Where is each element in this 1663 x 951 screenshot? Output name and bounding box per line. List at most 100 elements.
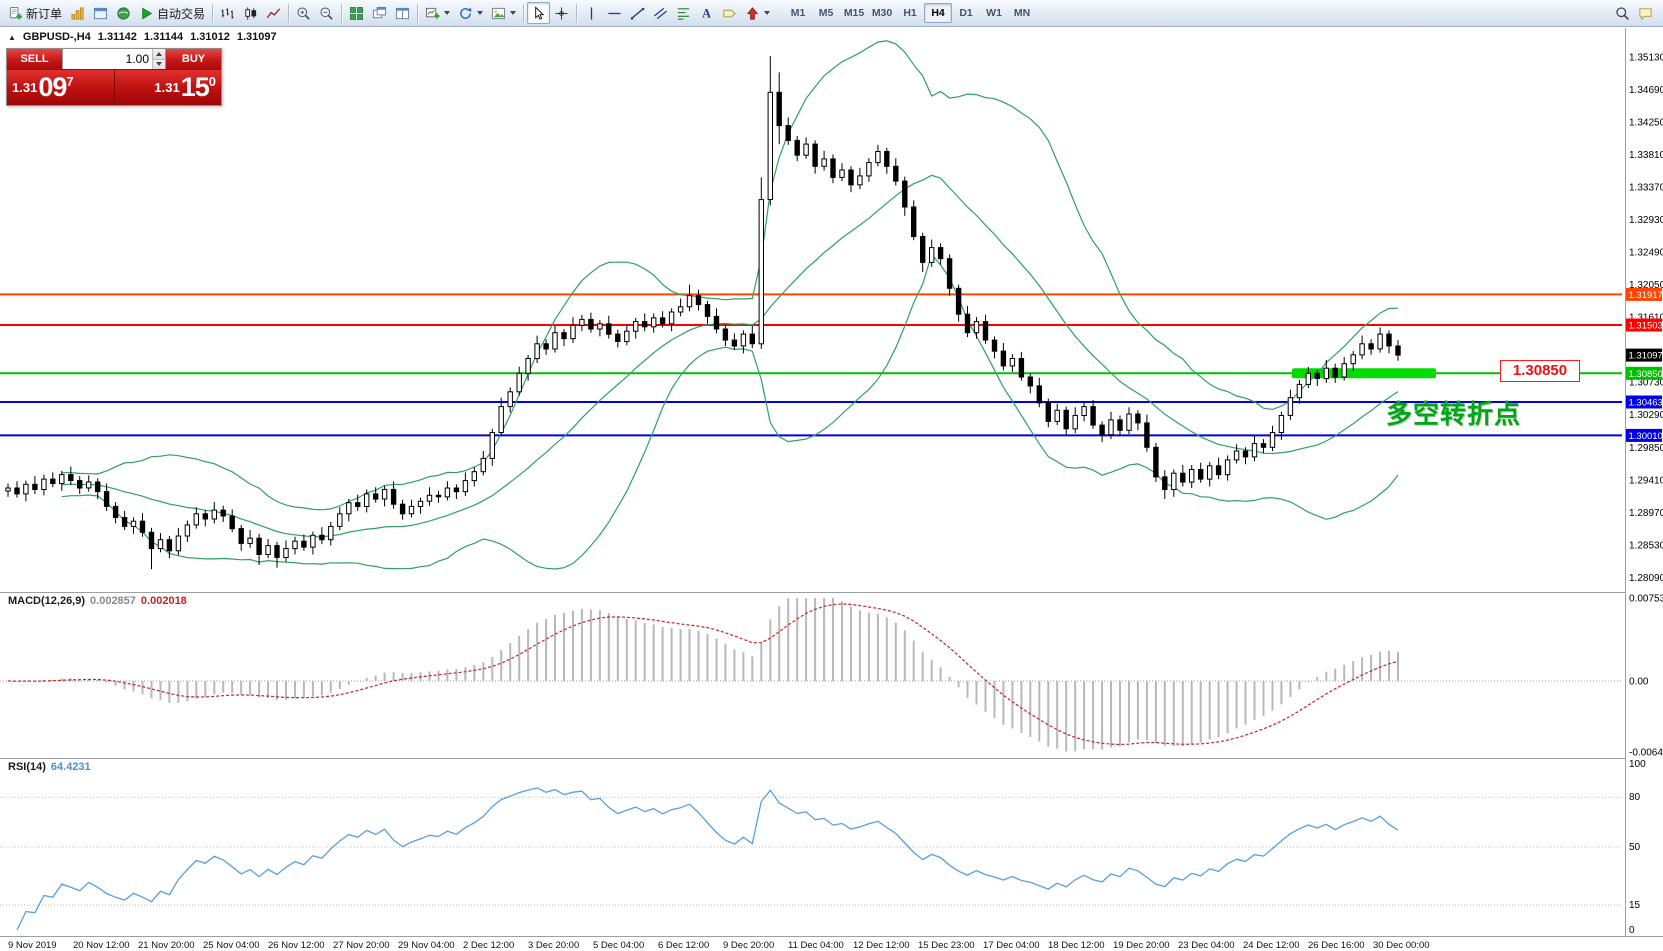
cursor-button[interactable] bbox=[527, 2, 551, 24]
buy-button[interactable]: BUY bbox=[166, 49, 221, 69]
volume-decrease-button[interactable] bbox=[153, 59, 165, 69]
arrow-icon bbox=[745, 6, 760, 21]
rsi-label: RSI(14) 64.4231 bbox=[8, 761, 91, 773]
text-tool-button[interactable]: A bbox=[695, 2, 718, 24]
new-chart-icon bbox=[425, 6, 440, 21]
volume-box bbox=[62, 49, 166, 69]
templates-button[interactable] bbox=[487, 2, 520, 24]
arrange-icon bbox=[395, 6, 410, 21]
new-chart-button[interactable] bbox=[421, 2, 454, 24]
fibonacci-tool-button[interactable] bbox=[672, 2, 695, 24]
bar-low-value: 1.31012 bbox=[190, 31, 230, 43]
new-order-button[interactable]: 新订单 bbox=[4, 2, 66, 24]
channel-tool-button[interactable] bbox=[649, 2, 672, 24]
ask-price-button[interactable]: 1.31 15 0 bbox=[114, 70, 221, 105]
timeframe-h4-button[interactable]: H4 bbox=[924, 3, 953, 23]
vertical-line-tool-button[interactable] bbox=[580, 2, 603, 24]
time-axis[interactable]: 9 Nov 2019 20 Nov 12:00 21 Nov 20:00 25 Nov… bbox=[8, 940, 1430, 951]
text-label-tool-button[interactable] bbox=[718, 2, 741, 24]
new-order-label: 新订单 bbox=[26, 6, 63, 21]
svg-text:23 Dec 04:00: 23 Dec 04:00 bbox=[1178, 940, 1235, 951]
data-window-button[interactable] bbox=[89, 2, 112, 24]
quick-message-button[interactable] bbox=[1634, 2, 1657, 24]
symbol-marker-icon: ▲ bbox=[8, 33, 16, 42]
svg-text:25 Nov 04:00: 25 Nov 04:00 bbox=[203, 940, 260, 951]
volume-increase-button[interactable] bbox=[153, 49, 165, 60]
svg-text:-0.006446: -0.006446 bbox=[1629, 748, 1663, 759]
profiles-button[interactable] bbox=[454, 2, 487, 24]
svg-text:24 Dec 12:00: 24 Dec 12:00 bbox=[1243, 940, 1300, 951]
chevron-down-icon bbox=[510, 11, 517, 15]
svg-text:1.33810: 1.33810 bbox=[1629, 150, 1663, 161]
svg-text:100: 100 bbox=[1629, 759, 1646, 770]
svg-text:30 Dec 00:00: 30 Dec 00:00 bbox=[1373, 940, 1430, 951]
bid-price-button[interactable]: 1.31 09 7 bbox=[7, 70, 115, 105]
arrange-windows-button[interactable] bbox=[391, 2, 414, 24]
auto-trading-button[interactable]: 自动交易 bbox=[135, 2, 209, 24]
price-tag-1.31917 bbox=[1626, 287, 1662, 301]
svg-text:1.28090: 1.28090 bbox=[1629, 573, 1663, 584]
svg-text:50: 50 bbox=[1629, 842, 1641, 853]
trendline-tool-button[interactable] bbox=[626, 2, 649, 24]
zoom-in-button[interactable] bbox=[292, 2, 315, 24]
svg-text:9 Nov 2019: 9 Nov 2019 bbox=[8, 940, 57, 951]
bar-chart-button[interactable] bbox=[216, 2, 239, 24]
timeframe-m15-button[interactable]: M15 bbox=[840, 3, 868, 23]
new-order-icon bbox=[8, 6, 23, 21]
toolbar-separator bbox=[288, 3, 290, 23]
timeframe-mn-button[interactable]: MN bbox=[1008, 3, 1036, 23]
turning-point-note[interactable]: 多空转折点 bbox=[1386, 399, 1522, 429]
line-icon bbox=[266, 6, 281, 21]
channel-icon bbox=[653, 6, 668, 21]
cascade-icon bbox=[372, 6, 387, 21]
zoom-out-icon bbox=[319, 6, 334, 21]
svg-text:21 Nov 20:00: 21 Nov 20:00 bbox=[138, 940, 195, 951]
candlestick-chart-button[interactable] bbox=[239, 2, 262, 24]
toolbar-right-group bbox=[1611, 2, 1657, 24]
data-window-icon bbox=[93, 6, 108, 21]
price-tag-1.31503 bbox=[1626, 318, 1662, 332]
svg-text:1.30730: 1.30730 bbox=[1629, 378, 1663, 389]
price-level-text-object[interactable]: 1.30850 bbox=[1500, 360, 1580, 382]
sell-button[interactable]: SELL bbox=[7, 49, 62, 69]
volume-spinner bbox=[152, 49, 165, 69]
svg-text:1.31097: 1.31097 bbox=[1629, 351, 1663, 362]
ask-prefix: 1.31 bbox=[154, 80, 180, 95]
volume-input[interactable] bbox=[63, 49, 152, 69]
timeframe-d1-button[interactable]: D1 bbox=[952, 3, 980, 23]
svg-text:1.34690: 1.34690 bbox=[1629, 85, 1663, 96]
timeframe-m5-button[interactable]: M5 bbox=[812, 3, 840, 23]
price-tag-1.30010 bbox=[1626, 428, 1662, 442]
bid-pips: 09 bbox=[38, 72, 67, 102]
timeframe-w1-button[interactable]: W1 bbox=[980, 3, 1008, 23]
zoom-out-button[interactable] bbox=[315, 2, 338, 24]
toolbar-separator bbox=[341, 3, 343, 23]
svg-text:18 Dec 12:00: 18 Dec 12:00 bbox=[1048, 940, 1105, 951]
navigator-button[interactable] bbox=[112, 2, 135, 24]
line-chart-button[interactable] bbox=[262, 2, 285, 24]
textA-icon: A bbox=[699, 6, 714, 21]
svg-text:26 Dec 16:00: 26 Dec 16:00 bbox=[1308, 940, 1365, 951]
bar-open-value: 1.31142 bbox=[97, 31, 137, 43]
navigator-icon bbox=[116, 6, 131, 21]
svg-text:2 Dec 12:00: 2 Dec 12:00 bbox=[463, 940, 514, 951]
timeframe-m30-button[interactable]: M30 bbox=[868, 3, 896, 23]
ask-pips: 15 bbox=[180, 72, 210, 102]
price-tag-1.31097 bbox=[1626, 348, 1662, 362]
price-axis[interactable] bbox=[1626, 28, 1663, 936]
svg-text:1.31503: 1.31503 bbox=[1629, 321, 1663, 332]
market-watch-button[interactable] bbox=[66, 2, 89, 24]
arrows-tool-button[interactable] bbox=[741, 2, 774, 24]
timeframe-h1-button[interactable]: H1 bbox=[896, 3, 924, 23]
chevron-down-icon bbox=[444, 11, 451, 15]
crosshair-button[interactable] bbox=[550, 2, 573, 24]
horizontal-line-tool-button[interactable] bbox=[603, 2, 626, 24]
tile-windows-button[interactable] bbox=[345, 2, 368, 24]
svg-text:0.00: 0.00 bbox=[1629, 677, 1649, 688]
timeframe-m1-button[interactable]: M1 bbox=[784, 3, 812, 23]
search-button[interactable] bbox=[1611, 2, 1634, 24]
svg-text:29 Nov 04:00: 29 Nov 04:00 bbox=[398, 940, 455, 951]
cascade-windows-button[interactable] bbox=[368, 2, 391, 24]
rsi-line bbox=[16, 787, 1399, 931]
